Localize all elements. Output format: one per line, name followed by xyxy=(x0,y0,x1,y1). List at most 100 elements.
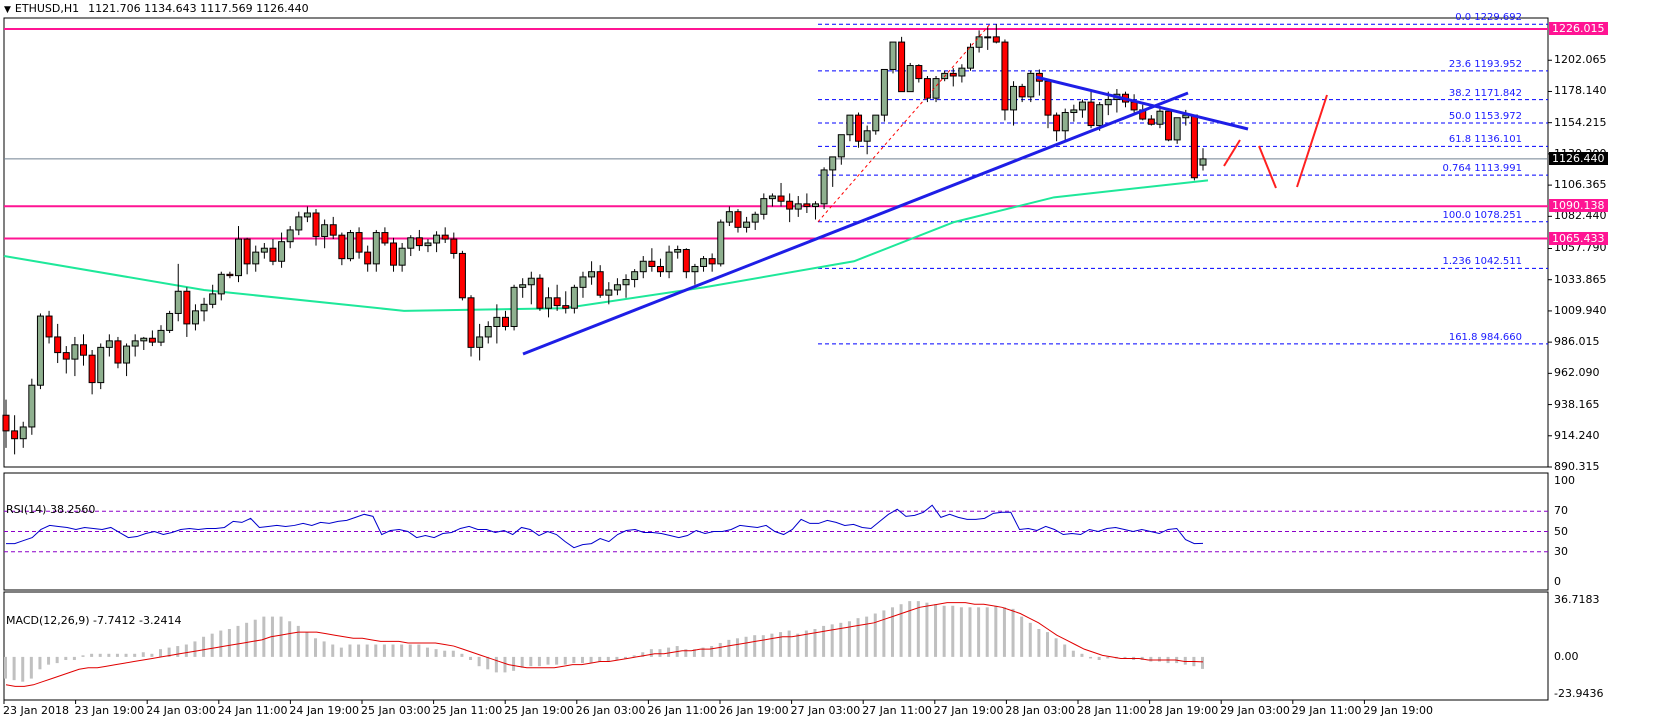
candle-body xyxy=(390,242,398,266)
macd-histogram-bar xyxy=(641,652,645,657)
time-axis-label: 29 Jan 19:00 xyxy=(1363,704,1434,717)
candle-body xyxy=(596,271,604,296)
price-tick-label: 1106.365 xyxy=(1554,178,1607,192)
candle-body xyxy=(364,251,372,265)
candle-body xyxy=(519,284,527,288)
macd-histogram-bar xyxy=(925,602,929,657)
macd-histogram-bar xyxy=(12,656,16,681)
price-tick-label: 962.090 xyxy=(1554,366,1600,380)
macd-histogram-bar xyxy=(451,650,455,657)
macd-histogram-bar xyxy=(684,649,688,657)
macd-histogram-bar xyxy=(839,622,843,657)
macd-histogram-bar xyxy=(72,656,76,660)
macd-histogram-bar xyxy=(1011,608,1015,657)
candle-body xyxy=(622,279,630,286)
time-axis-label: 23 Jan 19:00 xyxy=(74,704,145,717)
macd-histogram-bar xyxy=(718,642,722,657)
candle-body xyxy=(312,212,320,237)
candle-body xyxy=(1096,104,1104,127)
candle-body xyxy=(605,289,613,296)
macd-histogram-bar xyxy=(236,625,240,657)
rsi-axis-label: 100 xyxy=(1554,474,1575,487)
candle-body xyxy=(1190,114,1198,179)
macd-histogram-bar xyxy=(1037,629,1041,657)
macd-histogram-bar xyxy=(692,649,696,657)
macd-histogram-bar xyxy=(305,632,309,657)
candle-body xyxy=(915,65,923,80)
price-tick-label: 1082.440 xyxy=(1554,209,1607,223)
candle-body xyxy=(1001,41,1009,111)
candle-body xyxy=(829,156,837,171)
candle-body xyxy=(501,316,509,327)
candle-body xyxy=(28,384,36,428)
candle-body xyxy=(1061,112,1069,132)
candle-body xyxy=(346,232,354,260)
fib-level-label: 1.236 1042.511 xyxy=(1442,256,1522,268)
time-axis-label: 24 Jan 11:00 xyxy=(217,704,288,717)
price-tick-label: 1033.865 xyxy=(1554,272,1607,286)
macd-histogram-bar xyxy=(107,653,111,657)
candle-body xyxy=(54,336,62,354)
candle-body xyxy=(656,265,664,273)
candle-body xyxy=(71,344,79,360)
macd-histogram-bar xyxy=(822,625,826,657)
triangle-down-icon[interactable]: ▼ xyxy=(4,5,11,15)
time-axis-label: 24 Jan 03:00 xyxy=(146,704,216,717)
price-tick-label: 1178.140 xyxy=(1554,84,1607,98)
candle-body xyxy=(1130,101,1138,111)
macd-histogram-bar xyxy=(98,653,102,657)
macd-histogram-bar xyxy=(968,607,972,657)
trendline[interactable] xyxy=(522,91,1189,356)
macd-histogram-bar xyxy=(219,630,223,657)
candle-body xyxy=(148,337,156,343)
candle-body xyxy=(846,114,854,136)
candle-body xyxy=(200,303,208,312)
macd-histogram-bar xyxy=(38,656,42,670)
macd-histogram-bar xyxy=(632,655,636,657)
candle-body xyxy=(407,237,415,249)
macd-histogram-bar xyxy=(348,644,352,657)
fib-level-label: 61.8 1136.101 xyxy=(1448,134,1522,146)
candle-body xyxy=(760,198,768,215)
forecast-line xyxy=(1223,139,1241,167)
candle-body xyxy=(743,221,751,228)
price-tag: 1126.440 xyxy=(1549,151,1608,165)
candle-body xyxy=(725,211,733,223)
candle-body xyxy=(880,68,888,116)
macd-histogram-bar xyxy=(133,653,137,657)
macd-histogram-bar xyxy=(1089,656,1093,659)
candle-body xyxy=(1018,85,1026,98)
macd-histogram-bar xyxy=(253,619,257,657)
macd-histogram-bar xyxy=(262,616,266,657)
macd-histogram-bar xyxy=(890,607,894,657)
candle-body xyxy=(906,65,914,93)
candle-body xyxy=(898,41,906,93)
moving-average-line xyxy=(3,179,1209,312)
fib-anchor-line xyxy=(817,23,991,223)
candle-body xyxy=(260,247,268,253)
time-axis-label: 25 Jan 11:00 xyxy=(432,704,503,717)
macd-histogram-bar xyxy=(727,639,731,657)
macd-histogram-bar xyxy=(649,649,653,657)
candle-body xyxy=(1010,85,1018,111)
macd-histogram-bar xyxy=(847,621,851,657)
time-axis-label: 27 Jan 11:00 xyxy=(862,704,932,717)
macd-histogram-bar xyxy=(830,624,834,657)
macd-histogram-bar xyxy=(1063,644,1067,657)
candle-body xyxy=(674,249,682,253)
candle-body xyxy=(613,284,621,291)
macd-histogram-bar xyxy=(296,625,300,657)
fib-level-label: 38.2 1171.842 xyxy=(1448,87,1522,99)
price-tick-label: 1009.940 xyxy=(1554,303,1607,317)
candle-body xyxy=(1070,109,1078,114)
fib-level-label: 100.0 1078.251 xyxy=(1442,209,1522,221)
time-axis-label: 25 Jan 03:00 xyxy=(361,704,431,717)
candle-body xyxy=(19,426,27,440)
candle-body xyxy=(441,234,449,240)
candle-body xyxy=(820,169,828,205)
candle-body xyxy=(1087,101,1095,127)
candle-body xyxy=(992,36,1000,43)
trendline[interactable] xyxy=(1035,75,1249,131)
